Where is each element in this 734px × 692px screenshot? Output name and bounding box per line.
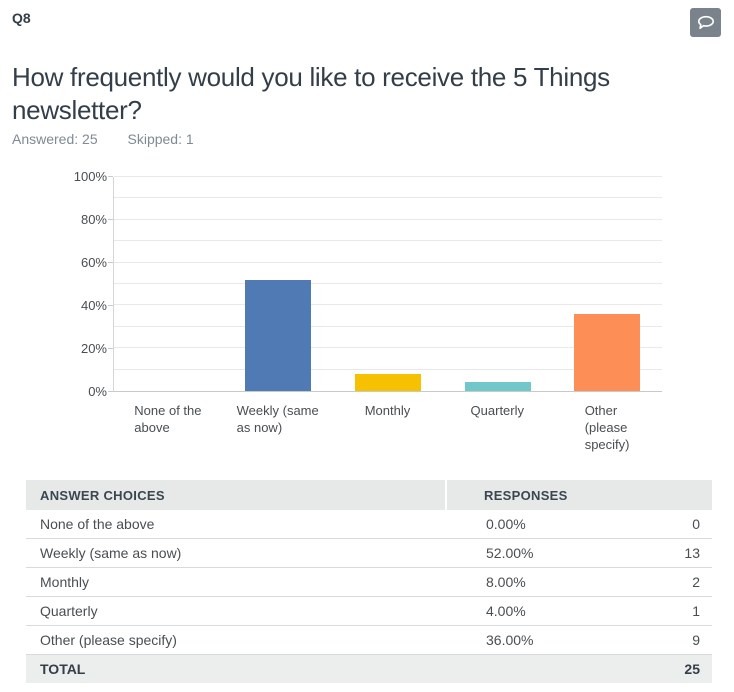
y-axis-tick bbox=[108, 262, 113, 263]
y-axis-label: 100% bbox=[73, 169, 107, 184]
cell-answer-choice: None of the above bbox=[40, 516, 155, 532]
plot-area bbox=[113, 176, 662, 392]
bar-slot bbox=[333, 177, 443, 391]
cell-response-count: 2 bbox=[692, 574, 700, 590]
table-row: None of the above 0.00% 0 bbox=[26, 510, 712, 539]
question-title: How frequently would you like to receive… bbox=[12, 62, 610, 126]
y-axis-tick bbox=[108, 348, 113, 349]
x-axis-label-slot: Monthly bbox=[333, 402, 443, 453]
y-axis-label: 80% bbox=[80, 212, 107, 227]
x-axis-label: Monthly bbox=[364, 403, 411, 418]
gridline bbox=[114, 218, 662, 220]
header-cell-answer-choices: ANSWER CHOICES bbox=[26, 480, 445, 510]
table-row: Quarterly 4.00% 1 bbox=[26, 597, 712, 626]
total-value: 25 bbox=[684, 661, 700, 677]
bar-monthly[interactable] bbox=[354, 373, 421, 391]
y-axis-tick bbox=[108, 176, 113, 177]
total-label: TOTAL bbox=[40, 661, 86, 677]
gridline bbox=[114, 197, 662, 199]
y-axis-label: 60% bbox=[80, 255, 107, 270]
bar-quarterly[interactable] bbox=[464, 382, 531, 391]
y-axis-tick bbox=[108, 391, 113, 392]
x-axis-label: Other (please specify) bbox=[584, 403, 630, 452]
cell-answer-choice: Weekly (same as now) bbox=[40, 545, 182, 561]
speech-bubble-icon bbox=[696, 14, 716, 32]
gridline bbox=[114, 240, 662, 242]
comment-button[interactable] bbox=[690, 8, 721, 37]
gridline bbox=[114, 347, 662, 349]
cell-response-count: 13 bbox=[684, 545, 700, 561]
cell-response-percent: 52.00% bbox=[486, 545, 534, 561]
cell-response-percent: 8.00% bbox=[486, 574, 526, 590]
x-axis-label-slot: Weekly (same as now) bbox=[223, 402, 333, 453]
table-row: Monthly 8.00% 2 bbox=[26, 568, 712, 597]
gridline bbox=[114, 368, 662, 370]
x-axis-label: Quarterly bbox=[470, 403, 525, 418]
cell-answer-choice: Other (please specify) bbox=[40, 632, 177, 648]
results-table: ANSWER CHOICES RESPONSES None of the abo… bbox=[26, 480, 712, 683]
answered-count: Answered: 25 bbox=[12, 131, 98, 147]
bar-other-please-specify[interactable] bbox=[574, 313, 641, 391]
x-axis-label-slot: None of the above bbox=[113, 402, 223, 453]
gridline bbox=[114, 283, 662, 284]
skipped-count: Skipped: 1 bbox=[127, 131, 194, 147]
y-axis-tick bbox=[108, 305, 113, 306]
table-row: Weekly (same as now) 52.00% 13 bbox=[26, 539, 712, 568]
y-axis-label: 40% bbox=[80, 298, 107, 313]
cell-response-count: 1 bbox=[692, 603, 700, 619]
x-axis-label-slot: Quarterly bbox=[442, 402, 552, 453]
y-axis-tick bbox=[108, 219, 113, 220]
gridline bbox=[114, 304, 662, 306]
gridline bbox=[114, 176, 662, 177]
x-axis-labels: None of the above Weekly (same as now) Mon… bbox=[113, 402, 662, 453]
x-axis-label: Weekly (same as now) bbox=[236, 403, 319, 435]
bar-chart: 0% 20% 40% 60% 80% 100% None of the above Week… bbox=[0, 170, 734, 457]
cell-response-percent: 4.00% bbox=[486, 603, 526, 619]
x-axis-label-slot: Other (please specify) bbox=[552, 402, 662, 453]
bar-slot bbox=[114, 177, 224, 391]
cell-response-count: 9 bbox=[692, 632, 700, 648]
cell-answer-choice: Quarterly bbox=[40, 603, 98, 619]
gridline bbox=[114, 261, 662, 263]
cell-answer-choice: Monthly bbox=[40, 574, 90, 590]
cell-response-percent: 36.00% bbox=[486, 632, 534, 648]
cell-response-count: 0 bbox=[692, 516, 700, 532]
response-stats: Answered: 25 Skipped: 1 bbox=[12, 131, 220, 147]
bar-slot bbox=[224, 177, 334, 391]
cell-response-percent: 0.00% bbox=[486, 516, 526, 532]
total-row: TOTAL 25 bbox=[26, 655, 712, 683]
y-axis-label: 0% bbox=[88, 384, 107, 399]
gridline bbox=[114, 325, 662, 327]
table-row: Other (please specify) 36.00% 9 bbox=[26, 626, 712, 655]
bar-weekly-same-as-now[interactable] bbox=[245, 279, 312, 391]
x-axis-label: None of the above bbox=[134, 403, 202, 435]
bar-slot bbox=[443, 177, 553, 391]
bar-slot bbox=[552, 177, 662, 391]
table-body: None of the above 0.00% 0 Weekly (same as n… bbox=[26, 510, 712, 655]
y-axis-labels: 0% 20% 40% 60% 80% 100% bbox=[0, 170, 113, 399]
y-axis-label: 20% bbox=[80, 341, 107, 356]
header-cell-responses: RESPONSES bbox=[445, 480, 712, 510]
question-number: Q8 bbox=[12, 10, 31, 26]
table-header: ANSWER CHOICES RESPONSES bbox=[26, 480, 712, 510]
